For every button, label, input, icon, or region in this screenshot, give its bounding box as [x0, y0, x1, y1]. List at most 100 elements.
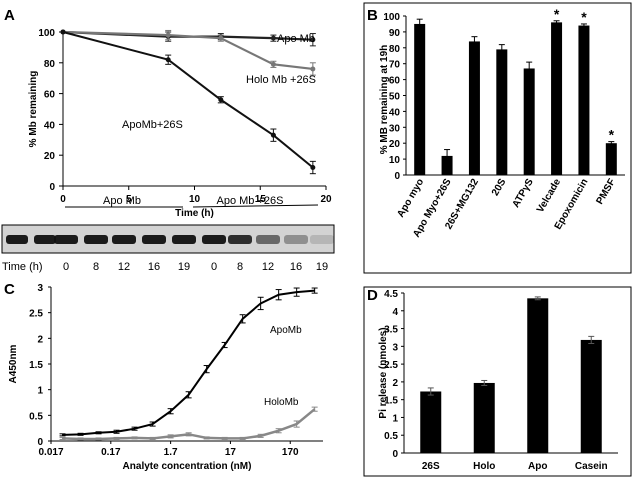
b-y-tick-label: 80	[389, 44, 401, 55]
a-x-tick-label: 5	[126, 194, 132, 205]
a-y-tick-label: 40	[44, 120, 56, 131]
b-bar	[441, 155, 453, 175]
a-y-tick-label: 60	[44, 90, 56, 101]
blot-band	[256, 235, 280, 244]
blot-band	[202, 235, 226, 244]
blot-group-label: Apo Mb +26S	[217, 195, 284, 207]
a-series-line	[62, 31, 314, 169]
c-y-tick-label: 2.5	[29, 309, 43, 320]
blot-band	[228, 235, 252, 244]
d-y-tick-label: 4	[392, 307, 398, 318]
a-data-point	[270, 35, 276, 41]
d-y-tick-label: 3.5	[384, 325, 398, 336]
blot-group-line	[192, 204, 319, 208]
d-x-tick-label: Apo	[528, 461, 547, 472]
d-x-tick-label: Holo	[473, 461, 495, 472]
b-significance-mark: *	[609, 127, 615, 143]
d-y-tick-label: 4.5	[384, 289, 398, 300]
b-bar	[414, 23, 426, 176]
c-y-tick-label: 2	[37, 334, 43, 345]
b-x-tick-label: 20S	[490, 177, 509, 198]
blot-lane-label: 0	[211, 261, 217, 273]
panel-label-c: C	[4, 281, 15, 298]
blot-band	[172, 235, 196, 244]
blot-lane-label: 0	[63, 261, 69, 273]
c-x-tick-label: 1.7	[164, 447, 178, 458]
c-y-tick-label: 3	[37, 283, 43, 294]
b-y-tick-label: 100	[383, 12, 400, 23]
panel-d: 0 0.5 1 1.5 2 2.5 3 3.5 4 4.5 Pi release (nmoles) 2…	[378, 289, 618, 472]
a-y-tick-label: 0	[49, 182, 55, 193]
c-x-tick-label: 0.017	[38, 447, 63, 458]
panel-label-a: A	[4, 7, 15, 24]
d-bar	[527, 298, 549, 453]
b-bar	[468, 41, 480, 175]
a-y-tick-label: 20	[44, 151, 56, 162]
a-series-label: Holo Mb +26S	[246, 74, 316, 86]
d-y-tick-label: 0.5	[384, 431, 398, 442]
a-y-tick-label: 80	[44, 59, 56, 70]
blot-lane-label: 19	[316, 261, 328, 273]
c-y-tick-label: 0.5	[29, 411, 43, 422]
d-y-tick-label: 3	[392, 342, 398, 353]
blot-lane-label: 12	[262, 261, 274, 273]
d-y-tick-label: 1	[392, 413, 398, 424]
blot-band	[54, 235, 78, 244]
blot-band	[84, 235, 108, 244]
d-y-tick-label: 0	[392, 449, 398, 460]
d-bar	[420, 391, 442, 453]
panel-b-frame	[363, 2, 632, 274]
b-y-tick-label: 40	[389, 107, 401, 118]
blot-lane-label: 12	[118, 261, 130, 273]
d-bar	[473, 382, 495, 453]
b-x-tick-label: Apo myo	[395, 177, 426, 220]
c-y-tick-label: 1	[37, 386, 43, 397]
d-bar	[580, 339, 602, 453]
a-x-tick-label: 20	[320, 194, 332, 205]
b-significance-mark: *	[554, 6, 560, 22]
c-x-tick-label: 170	[282, 447, 299, 458]
b-y-tick-label: 0	[394, 171, 400, 182]
blot-band	[310, 235, 334, 244]
blot-row-label: Time (h)	[2, 261, 43, 273]
c-series-label: ApoMb	[270, 325, 302, 336]
blot-lane-label: 8	[237, 261, 243, 273]
b-y-tick-label: 10	[389, 155, 401, 166]
blot-band	[112, 235, 136, 244]
blot-band	[142, 235, 166, 244]
a-data-point	[165, 32, 171, 38]
blot-lane-label: 19	[178, 261, 190, 273]
blot-band	[34, 235, 56, 244]
b-y-tick-label: 30	[389, 123, 401, 134]
d-y-tick-label: 2.5	[384, 360, 398, 371]
d-y-tick-label: 1.5	[384, 396, 398, 407]
b-significance-mark: *	[581, 9, 587, 25]
b-y-tick-label: 50	[389, 92, 401, 103]
b-x-tick-label: PMSF	[594, 177, 617, 207]
b-x-tick-label: Velcade	[535, 177, 563, 215]
a-data-point	[60, 29, 66, 35]
b-y-axis-label: % MB remaining at 19h	[379, 45, 390, 154]
b-y-tick-label: 70	[389, 60, 401, 71]
d-x-tick-label: Casein	[575, 461, 608, 472]
c-x-tick-label: 17	[225, 447, 237, 458]
c-y-tick-label: 1.5	[29, 360, 43, 371]
a-data-point	[310, 165, 316, 171]
a-x-tick-label: 0	[60, 194, 66, 205]
b-y-tick-label: 20	[389, 139, 401, 150]
blot-band	[284, 235, 308, 244]
b-y-tick-label: 90	[389, 28, 401, 39]
b-bar	[605, 143, 617, 175]
a-x-tick-label: 15	[255, 194, 267, 205]
panel-label-b: B	[367, 7, 378, 24]
a-y-tick-label: 100	[38, 28, 55, 39]
panel-label-d: D	[367, 287, 378, 304]
b-x-tick-label: ATPγS	[511, 177, 536, 210]
blot-lane-label: 16	[148, 261, 160, 273]
c-x-axis-label: Analyte concentration (nM)	[123, 461, 252, 472]
b-bar	[496, 49, 508, 175]
c-y-axis-label: A450nm	[8, 344, 19, 383]
a-x-tick-label: 10	[189, 194, 201, 205]
a-series-label: Apo Mb	[277, 33, 315, 45]
